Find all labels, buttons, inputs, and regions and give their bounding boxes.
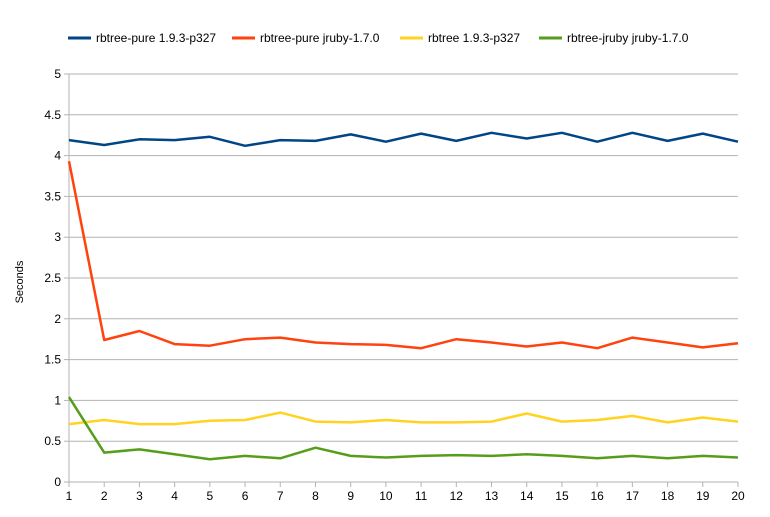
series-line-1 [68, 131, 739, 148]
x-tick-labels: 1 2 3 4 5 6 7 8 9 10 11 12 13 14 15 16 17 18 19 20 [66, 489, 745, 503]
y-tick-label: 2.5 [44, 271, 61, 285]
series-line-4 [67, 396, 739, 461]
y-tick-label: 4 [54, 149, 61, 163]
y-tick-label: 1.5 [44, 353, 61, 367]
x-tick-label: 12 [450, 489, 464, 503]
x-tick-label: 10 [379, 489, 393, 503]
x-tick-label: 6 [242, 489, 249, 503]
x-tick-label: 9 [347, 489, 354, 503]
y-tick-labels: 0 0.5 1 1.5 2 2.5 3 3.5 4 4.5 5 [44, 67, 61, 489]
x-tick-label: 14 [520, 489, 534, 503]
x-tick-label: 3 [136, 489, 143, 503]
x-tick-label: 5 [206, 489, 213, 503]
y-axis-label: Seconds [14, 260, 26, 303]
x-tick-label: 4 [171, 489, 178, 503]
y-tick-label: 2 [54, 312, 61, 326]
grid [69, 73, 738, 442]
x-tick-label: 1 [66, 489, 73, 503]
legend: rbtree-pure 1.9.3-p327 rbtree-pure jruby-… [68, 31, 689, 45]
legend-label-2: rbtree-pure jruby-1.7.0 [260, 31, 380, 45]
legend-label-1: rbtree-pure 1.9.3-p327 [96, 31, 216, 45]
y-tick-label: 4.5 [44, 108, 61, 122]
x-tick-label: 19 [696, 489, 710, 503]
x-tick-label: 16 [590, 489, 604, 503]
x-tick-label: 18 [661, 489, 675, 503]
y-tick-label: 5 [54, 67, 61, 81]
series-line-2 [67, 161, 739, 350]
y-tick-label: 1 [54, 393, 61, 407]
x-tick-label: 15 [555, 489, 569, 503]
axes [64, 73, 739, 487]
x-tick-label: 11 [415, 489, 428, 503]
x-tick-label: 13 [485, 489, 499, 503]
series-lines [67, 131, 739, 461]
y-tick-label: 3 [54, 230, 61, 244]
x-tick-label: 20 [731, 489, 745, 503]
x-tick-label: 7 [277, 489, 284, 503]
x-tick-label: 2 [101, 489, 108, 503]
y-tick-label: 3.5 [44, 189, 61, 203]
legend-label-4: rbtree-jruby jruby-1.7.0 [567, 31, 689, 45]
x-tick-label: 8 [312, 489, 319, 503]
x-tick-label: 17 [626, 489, 640, 503]
y-tick-label: 0.5 [44, 434, 61, 448]
series-line-3 [68, 411, 739, 426]
legend-label-3: rbtree 1.9.3-p327 [428, 31, 520, 45]
y-tick-label: 0 [54, 475, 61, 489]
